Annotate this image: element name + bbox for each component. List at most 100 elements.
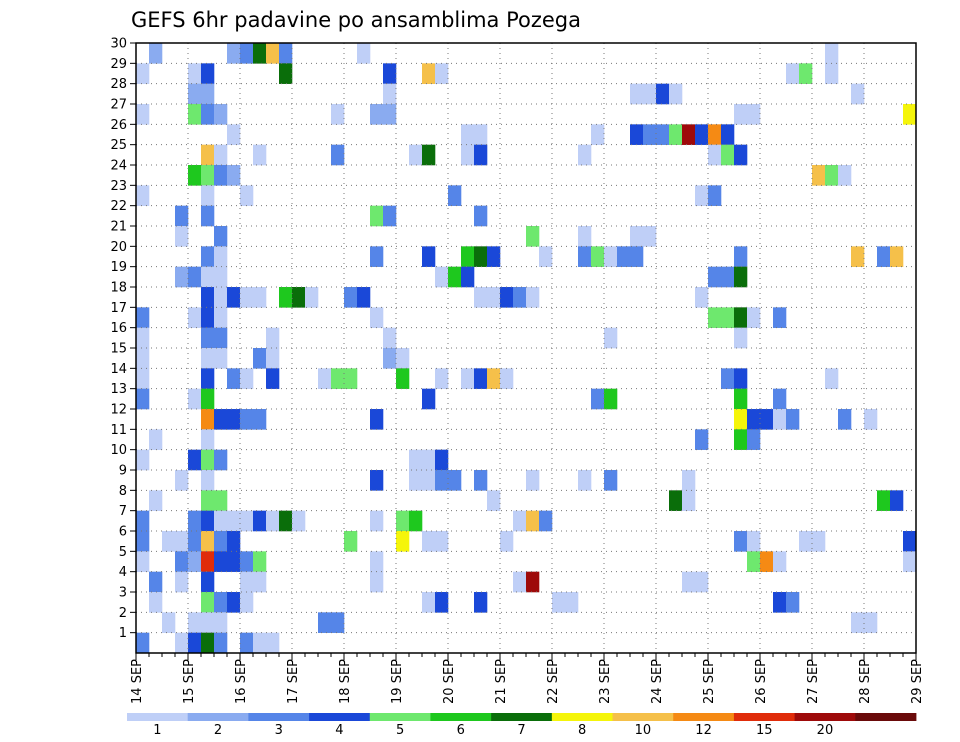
heatmap-cell [422, 388, 436, 410]
heatmap-cell [201, 368, 215, 389]
heatmap-cell [422, 470, 436, 491]
heatmap-cell [201, 409, 215, 430]
colorbar-swatch [369, 713, 431, 721]
heatmap-cell [136, 368, 150, 389]
heatmap-cell [240, 592, 254, 613]
heatmap-cell [474, 592, 488, 613]
y-tick-label: 22 [110, 199, 127, 214]
y-tick-label: 27 [110, 98, 127, 113]
heatmap-cell [149, 43, 163, 64]
heatmap-cell [591, 388, 605, 410]
heatmap-cell [383, 348, 397, 369]
heatmap-cell [149, 592, 163, 613]
heatmap-cell [734, 327, 748, 349]
heatmap-cell [188, 449, 202, 471]
x-tick-label: 23 SEP [598, 659, 613, 704]
heatmap-cell [227, 165, 241, 186]
heatmap-cell [240, 43, 254, 64]
heatmap-cell [240, 571, 254, 593]
heatmap-cell [734, 144, 748, 166]
heatmap-cell [175, 266, 189, 288]
colorbar-label: 10 [635, 723, 652, 738]
heatmap-cell [747, 307, 761, 328]
heatmap-cell [643, 226, 657, 247]
heatmap-cell [786, 63, 800, 84]
heatmap-cell [487, 490, 501, 511]
x-tick-label: 28 SEP [858, 659, 873, 704]
y-tick-label: 5 [119, 545, 127, 560]
heatmap-cell [669, 490, 683, 511]
heatmap-cell [435, 531, 449, 552]
heatmap-cell [201, 449, 215, 471]
heatmap-cell [201, 246, 215, 267]
heatmap-cell [201, 205, 215, 227]
heatmap-cell [136, 632, 150, 654]
colorbar-swatch [551, 713, 613, 721]
heatmap-cell [253, 348, 267, 369]
x-tick-label: 24 SEP [650, 659, 665, 704]
heatmap-cell [201, 490, 215, 511]
heatmap-cell [279, 43, 293, 64]
heatmap-cell [201, 327, 215, 349]
heatmap-cell [734, 409, 748, 430]
heatmap-cell [214, 246, 228, 267]
heatmap-cell [188, 551, 202, 572]
heatmap-cell [786, 409, 800, 430]
heatmap-cell [383, 104, 397, 125]
heatmap-cell [175, 531, 189, 552]
x-tick-label: 16 SEP [234, 659, 249, 704]
heatmap-cell [851, 83, 865, 105]
heatmap-cell [201, 571, 215, 593]
colorbar-swatch [733, 713, 796, 721]
heatmap-cell [656, 124, 670, 145]
heatmap-cell [279, 510, 293, 532]
y-tick-label: 9 [119, 464, 127, 479]
heatmap-cell [136, 307, 150, 328]
heatmap-cell [253, 409, 267, 430]
x-tick-label: 21 SEP [494, 659, 509, 704]
heatmap-cell [604, 327, 618, 349]
heatmap-cell [318, 368, 332, 389]
heatmap-cell [188, 388, 202, 410]
heatmap-cell [240, 368, 254, 389]
heatmap-cell [773, 551, 787, 572]
heatmap-cell [370, 510, 384, 532]
heatmap-cell [903, 551, 917, 572]
heatmap-cell [370, 409, 384, 430]
heatmap-cell [279, 287, 293, 308]
heatmap-cell [474, 205, 488, 227]
heatmap-cell [604, 388, 618, 410]
heatmap-cell [422, 449, 436, 471]
heatmap-cell [240, 632, 254, 654]
heatmap-cell [188, 104, 202, 125]
y-tick-label: 14 [110, 362, 127, 377]
heatmap-cell [500, 368, 514, 389]
heatmap-cell [253, 287, 267, 308]
heatmap-cell [227, 124, 241, 145]
heatmap-cell [188, 510, 202, 532]
heatmap-cell [799, 531, 813, 552]
x-axis: 14 SEP 15 SEP 16 SEP 17 SEP 18 SEP 19 SEP 20 S… [130, 653, 925, 704]
heatmap-cell [201, 63, 215, 84]
heatmap-cell [136, 63, 150, 84]
heatmap-cell [266, 368, 280, 389]
heatmap-cell [240, 551, 254, 572]
heatmap-cell [214, 266, 228, 288]
heatmap-cell [136, 551, 150, 572]
heatmap-cell [760, 409, 774, 430]
heatmap-cell [136, 185, 150, 206]
heatmap-cell [864, 612, 878, 633]
y-tick-label: 20 [110, 240, 127, 255]
heatmap-cell [227, 43, 241, 64]
heatmap-cell [578, 246, 592, 267]
heatmap-cell [474, 246, 488, 267]
heatmap-cell [903, 531, 917, 552]
heatmap-cell [240, 287, 254, 308]
heatmap-cell [734, 266, 748, 288]
heatmap-cell [370, 551, 384, 572]
heatmap-cell [409, 449, 423, 471]
y-tick-label: 11 [110, 423, 127, 438]
heatmap-cell [201, 144, 215, 166]
heatmap-cell [214, 449, 228, 471]
heatmap-cell [409, 470, 423, 491]
